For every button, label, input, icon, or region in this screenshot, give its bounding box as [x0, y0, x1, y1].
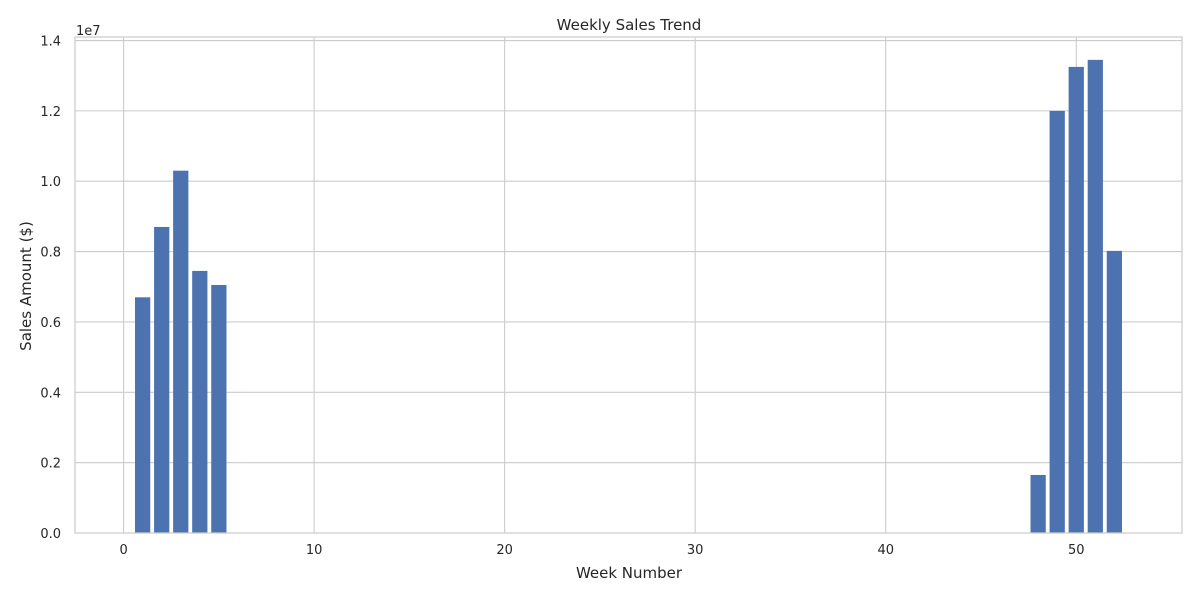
plot-frame — [74, 36, 1183, 534]
bar-week-3 — [173, 170, 189, 533]
y-tick-label: 0.0 — [40, 527, 61, 542]
bar-week-2 — [154, 226, 170, 533]
y-tick-label: 0.8 — [40, 246, 61, 261]
x-tick-label: 10 — [306, 543, 323, 558]
y-tick-label: 1.0 — [40, 175, 61, 190]
y-tick-labels: 0.0 0.2 0.4 0.6 0.8 1.0 1.2 1.4 — [40, 35, 61, 542]
y-axis-label: Sales Amount ($) — [17, 221, 35, 351]
y-tick-label: 1.2 — [40, 105, 61, 120]
bar-week-4 — [192, 270, 208, 533]
x-tick-label: 20 — [496, 543, 513, 558]
bar-week-51 — [1087, 59, 1103, 534]
x-tick-labels: 0 10 20 30 40 50 — [119, 543, 1084, 558]
bar-week-1 — [135, 297, 151, 533]
x-tick-label: 40 — [877, 543, 894, 558]
axes-frame — [74, 36, 1183, 534]
grid-lines — [75, 37, 1182, 534]
y-tick-label: 0.4 — [40, 386, 61, 401]
chart-title: Weekly Sales Trend — [557, 16, 702, 34]
bar-week-5 — [211, 285, 227, 533]
x-axis-label: Week Number — [576, 564, 683, 582]
x-tick-label: 50 — [1068, 543, 1085, 558]
y-axis-offset-label: 1e7 — [76, 24, 101, 39]
bar-week-49 — [1049, 110, 1065, 533]
bar-week-48 — [1030, 474, 1046, 533]
y-tick-label: 1.4 — [40, 35, 61, 50]
y-tick-label: 0.6 — [40, 316, 61, 331]
x-tick-label: 30 — [687, 543, 704, 558]
bar-week-52 — [1106, 250, 1122, 533]
y-tick-label: 0.2 — [40, 457, 61, 472]
x-tick-label: 0 — [119, 543, 127, 558]
bar-week-50 — [1068, 66, 1084, 534]
bars — [135, 59, 1122, 534]
